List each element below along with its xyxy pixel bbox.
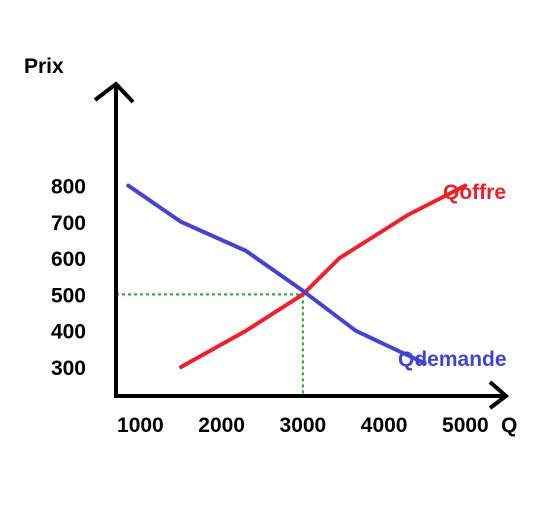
x-tick-label: 3000 (280, 414, 327, 437)
x-tick-label: 4000 (361, 414, 408, 437)
series-label-qdemande: Qdemande (398, 348, 507, 371)
y-tick-label: 700 (51, 212, 86, 235)
axes (93, 81, 510, 410)
y-tick-label: 600 (51, 248, 86, 271)
tick-labels: 300 400 500 600 700 800 1000 2000 3000 4000 5000 (51, 176, 489, 437)
y-axis-arrowhead (93, 81, 135, 104)
y-tick-label: 500 (51, 284, 86, 307)
y-axis-title: Prix (24, 55, 64, 78)
y-tick-label: 400 (51, 321, 86, 344)
series-line-qdemande (126, 183, 427, 366)
x-axis-title: Q (501, 414, 517, 437)
x-tick-label: 2000 (198, 414, 245, 437)
series-line-qoffre (179, 183, 468, 369)
x-axis-arrowhead (488, 380, 510, 410)
series-layer (126, 183, 468, 369)
series-label-qoffre: Qoffre (443, 181, 506, 204)
x-tick-label: 5000 (442, 414, 489, 437)
y-tick-label: 800 (51, 176, 86, 199)
x-tick-label: 1000 (117, 414, 164, 437)
y-tick-label: 300 (51, 357, 86, 380)
equilibrium-guides (116, 293, 304, 396)
